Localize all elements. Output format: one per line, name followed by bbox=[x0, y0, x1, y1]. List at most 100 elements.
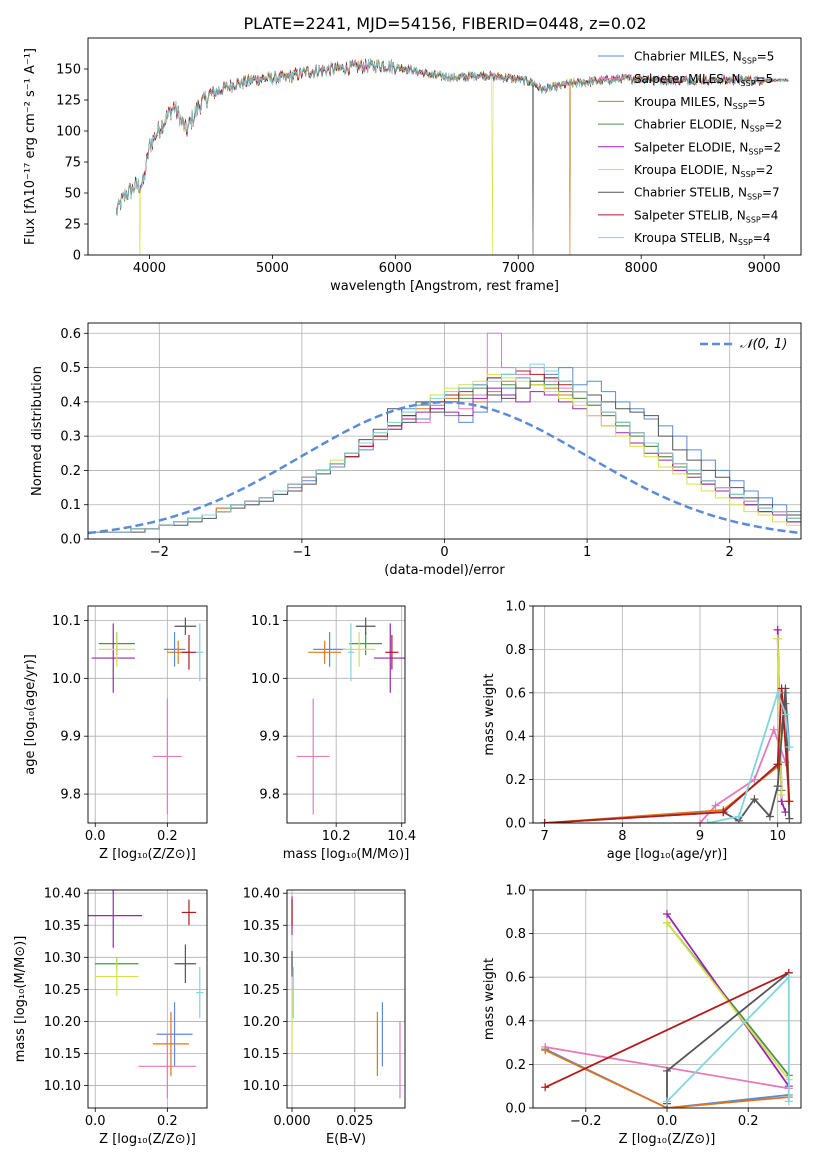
y-tick-label: 0.2 bbox=[505, 1058, 526, 1073]
y-tick-label: 10.40 bbox=[44, 887, 81, 902]
plot-area bbox=[116, 58, 789, 255]
plot-area bbox=[296, 617, 405, 815]
y-tick-label: 10.30 bbox=[243, 951, 280, 966]
x-tick-label: 6000 bbox=[379, 261, 412, 276]
mass-weight-marker bbox=[719, 808, 728, 817]
plot-area bbox=[88, 332, 801, 535]
mass-vs-metallicity-panel: 0.0 0.2 10.10 10.15 10.20 10.25 10.30 10.35 10.4… bbox=[13, 887, 208, 1147]
x-tick-label: 0.0 bbox=[85, 829, 106, 844]
legend-label: Chabrier ELODIE, NSSP=2 bbox=[634, 118, 782, 134]
x-tick-label: 0.0 bbox=[657, 1114, 678, 1129]
y-tick-label: 0.6 bbox=[505, 686, 526, 701]
x-tick-label: 7000 bbox=[502, 261, 535, 276]
y-tick-label: 0.8 bbox=[505, 927, 526, 942]
legend-label: Chabrier STELIB, NSSP=7 bbox=[634, 186, 780, 202]
x-tick-label: 7 bbox=[541, 829, 549, 844]
normal-curve bbox=[88, 400, 801, 535]
x-tick-label: 0 bbox=[440, 545, 448, 560]
mass-weight-line bbox=[666, 974, 790, 1103]
mass-weight-line bbox=[544, 692, 791, 823]
residuals-panel: −2 −1 0 1 2 0.0 0.1 0.2 0.3 0.4 0.5 0.6 (data-model)… bbox=[30, 322, 802, 578]
y-tick-label: 9.8 bbox=[259, 788, 280, 803]
y-tick-label: 0.5 bbox=[60, 361, 81, 376]
axes-frame bbox=[87, 37, 802, 256]
mass-weight-marker bbox=[773, 782, 782, 791]
y-tick-label: 150 bbox=[56, 63, 81, 78]
age-vs-mass-panel: 10.2 10.4 9.8 9.9 10.0 10.1 mass [log₁₀(M/M⊙)] bbox=[251, 605, 416, 862]
histogram-step bbox=[88, 332, 801, 533]
x-tick-label: −1 bbox=[292, 545, 311, 560]
x-tick-label: 2 bbox=[726, 545, 734, 560]
mass-weight-marker bbox=[765, 812, 774, 821]
mass-weight-marker bbox=[785, 814, 794, 823]
x-tick-label: 10.2 bbox=[322, 829, 351, 844]
mass-weight-marker bbox=[541, 1046, 550, 1055]
y-tick-label: 0.4 bbox=[60, 395, 81, 410]
y-tick-label: 25 bbox=[64, 218, 81, 233]
x-tick-label: 0.000 bbox=[273, 1114, 310, 1129]
mass-weight-marker bbox=[785, 743, 794, 752]
mass-weight-marker bbox=[773, 688, 782, 697]
legend-label: Salpeter MILES, NSSP=5 bbox=[634, 72, 773, 88]
y-tick-label: 10.0 bbox=[251, 672, 280, 687]
age-vs-metallicity-panel: 0.0 0.2 9.8 9.9 10.0 10.1 Z [log₁₀(Z/Z⊙)] age [… bbox=[23, 605, 208, 862]
y-tick-label: 10.25 bbox=[44, 983, 81, 998]
x-tick-label: 0.0 bbox=[85, 1114, 106, 1129]
x-tick-label: 9 bbox=[696, 829, 704, 844]
x-tick-label: 10 bbox=[769, 829, 786, 844]
y-tick-label: 0.2 bbox=[60, 464, 81, 479]
x-tick-label: 9000 bbox=[748, 261, 781, 276]
y-tick-label: 0.6 bbox=[60, 327, 81, 342]
mass-weight-marker bbox=[773, 625, 782, 634]
x-tick-label: 0.025 bbox=[336, 1114, 373, 1129]
x-tick-label: 0.2 bbox=[738, 1114, 759, 1129]
y-tick-label: 1.0 bbox=[505, 884, 526, 899]
y-tick-label: 10.35 bbox=[44, 919, 81, 934]
mass-weight-marker bbox=[663, 909, 671, 918]
spectrum-legend: Chabrier MILES, NSSP=5 Salpeter MILES, NS… bbox=[598, 50, 782, 247]
y-tick-label: 0.1 bbox=[60, 498, 81, 513]
mass-weight-marker bbox=[777, 684, 786, 693]
y-tick-label: 0 bbox=[73, 249, 81, 264]
y-tick-label: 1.0 bbox=[505, 600, 526, 615]
mass-weight-marker bbox=[750, 775, 759, 784]
y-axis-label: mass weight bbox=[482, 958, 497, 1040]
x-axis-label: Z [log₁₀(Z/Z⊙)] bbox=[99, 1132, 196, 1147]
mass-weight-marker bbox=[784, 973, 793, 982]
y-tick-label: 10.15 bbox=[243, 1047, 280, 1062]
spectrum-panel: 4000 5000 6000 7000 8000 9000 0 25 50 75 100 125 150… bbox=[23, 37, 802, 294]
y-tick-label: 10.30 bbox=[44, 951, 81, 966]
mass-weight-marker bbox=[541, 1083, 550, 1092]
mass-weight-marker bbox=[773, 760, 782, 769]
mass-weight-marker bbox=[769, 725, 778, 734]
histogram-step bbox=[88, 377, 801, 533]
x-tick-label: 5000 bbox=[256, 261, 289, 276]
x-tick-label: 4000 bbox=[133, 261, 166, 276]
legend-label: Salpeter STELIB, NSSP=4 bbox=[634, 208, 778, 224]
y-tick-label: 10.35 bbox=[243, 919, 280, 934]
y-tick-label: 10.15 bbox=[44, 1047, 81, 1062]
axes-frame bbox=[286, 889, 406, 1109]
mass-weight-marker bbox=[663, 1097, 671, 1106]
x-axis-label: Z [log₁₀(Z/Z⊙)] bbox=[619, 1132, 716, 1147]
spectrum-line bbox=[116, 58, 789, 213]
y-tick-label: 0.0 bbox=[505, 817, 526, 832]
mass-weight-marker bbox=[773, 634, 782, 643]
x-tick-label: −2 bbox=[150, 545, 169, 560]
mass-weight-marker bbox=[781, 808, 790, 817]
plot-area bbox=[541, 909, 793, 1108]
x-axis-label: (data-model)/error bbox=[384, 563, 505, 578]
y-axis-label: mass weight bbox=[482, 673, 497, 755]
mass-weight-marker bbox=[784, 1097, 793, 1106]
mass-weight-marker bbox=[711, 801, 720, 810]
mass-weight-marker bbox=[781, 710, 790, 719]
mass-weight-line bbox=[544, 971, 790, 1089]
legend-label: Salpeter ELODIE, NSSP=2 bbox=[634, 140, 781, 156]
mass-weight-marker bbox=[663, 918, 671, 927]
y-tick-label: 125 bbox=[56, 94, 81, 109]
plot-area bbox=[91, 617, 204, 815]
x-axis-label: wavelength [Angstrom, rest frame] bbox=[330, 279, 559, 294]
y-tick-label: 0.0 bbox=[60, 533, 81, 548]
x-tick-label: 0.2 bbox=[157, 829, 178, 844]
